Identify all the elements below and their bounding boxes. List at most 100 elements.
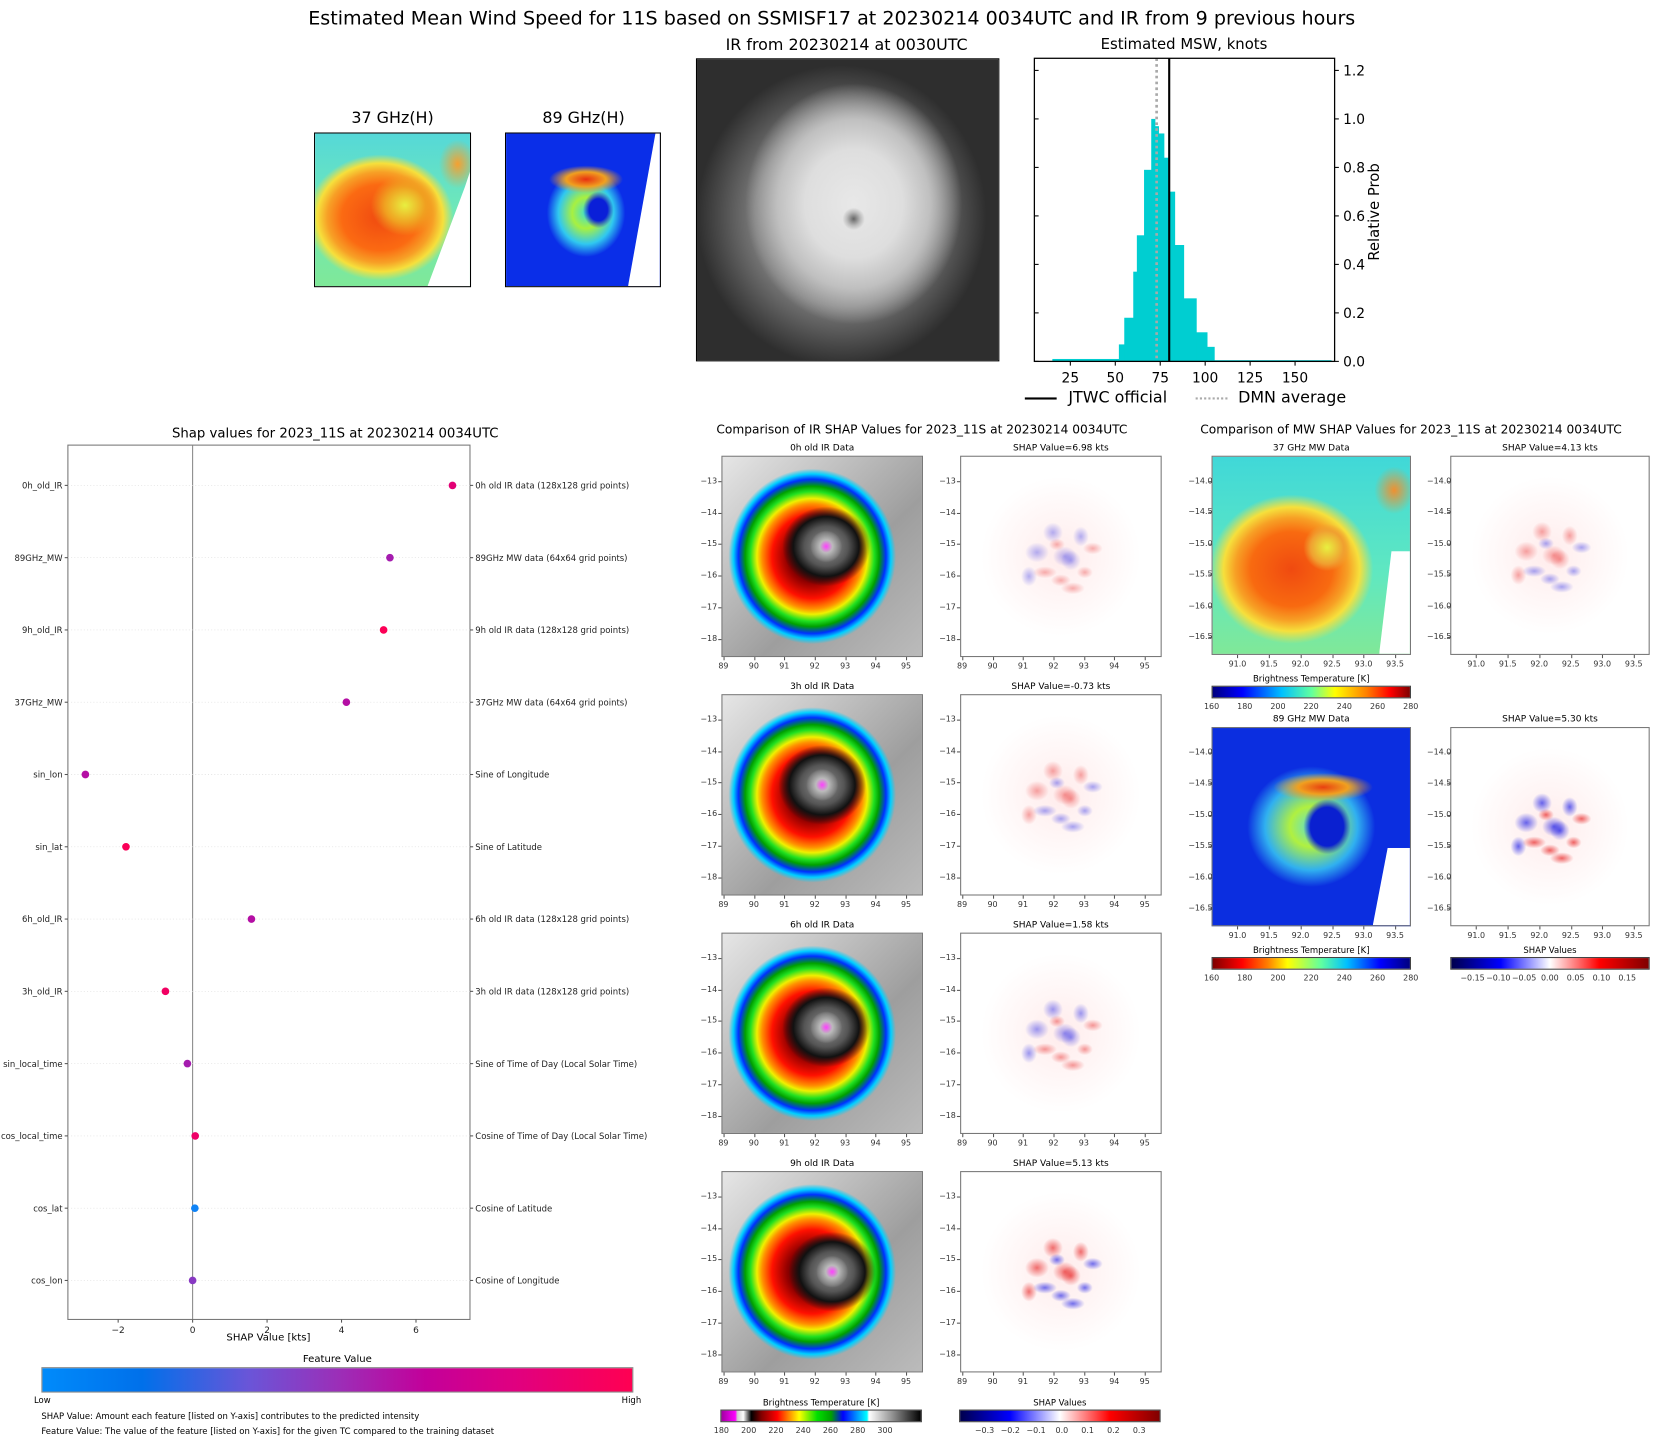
shap-point [386,553,394,562]
xtick-label: 92 [1048,661,1059,671]
xtick-label: 95 [1139,1138,1150,1148]
xtick-label: 89 [957,899,968,910]
legend-dmn-label: DMN average [1238,387,1347,407]
ytick-label: −16.5 [1188,903,1213,913]
xtick-label: 92.5 [1561,659,1580,669]
ytick-mark [1447,511,1451,513]
hist-bar [1169,191,1176,362]
ytick-label: −18 [939,1349,956,1359]
xtick-label: 89 [718,899,729,910]
ytick-label: −15.5 [1426,840,1452,851]
xtick-label: 92.5 [1323,659,1341,669]
xtick-mark [1507,654,1509,659]
mw37-bt-tick-label: 280 [1403,701,1419,712]
xtick-label: 95 [1139,899,1150,910]
xtick-mark [1395,926,1397,930]
ir-bt-tick-label: 180 [713,1425,730,1435]
xtick-mark [1144,895,1146,899]
mw89-bt-tick-label: 280 [1403,972,1419,983]
ytick-mark [956,575,961,577]
xtick-mark [1363,926,1365,930]
feature-description-label: Cosine of Time of Day (Local Solar Time) [475,1131,647,1141]
mw89-bt-tick-label: 160 [1203,972,1220,983]
xtick-label: 92.0 [1291,659,1310,669]
ytick-mark [718,1021,722,1023]
ir-panel-title: IR from 20230214 at 0030UTC [725,34,968,55]
xtick-label: 91 [779,1138,790,1148]
ytick-label: −14 [700,984,718,994]
ytick-mark [956,957,961,959]
ytick-label: −15 [939,1254,956,1264]
hist-xtick-label: 150 [1282,371,1308,387]
xtick-mark [962,1372,964,1376]
mw-shap-colorbar [1450,956,1650,970]
ytick-mark [1208,783,1212,785]
xtick-label: 89 [718,1138,729,1148]
xtick-label: 94 [870,1138,881,1148]
xtick-mark [992,1133,994,1138]
ytick-label: −15 [700,777,718,787]
hist-xtick-label: 100 [1192,371,1218,387]
xtick-label: 93 [840,899,851,910]
xtick-mark [1539,654,1541,659]
xtick-mark [875,657,877,661]
xtick-mark [1144,1133,1146,1138]
hist-ytick-label: 0.0 [1343,355,1365,371]
ytick-mark [718,544,722,546]
mw-data-heatmap [1211,727,1411,927]
ytick-mark [956,1227,961,1229]
ir-shap-heatmap [960,932,1162,1134]
ytick-label: −13 [700,952,718,963]
mw-shap-tick-label: 0.10 [1592,972,1611,983]
mw-data-heatmap [1211,455,1411,655]
hist-bar [1133,271,1138,362]
ytick-label: −16.5 [1188,631,1213,642]
ytick-label: −16 [939,1285,956,1296]
shap-point [448,481,457,490]
xtick-label: 92 [809,1376,820,1387]
xtick-mark [1633,926,1635,930]
ytick-label: −15.5 [1188,840,1213,851]
ytick-label: −14 [939,507,956,517]
xtick-label: 92 [809,1138,820,1148]
xtick-label: 89 [718,661,729,671]
feature-description-label: Cosine of Latitude [475,1203,552,1213]
ytick-mark [956,814,961,816]
ytick-mark [1208,605,1212,607]
xtick-mark [814,1372,816,1376]
xtick-label: 94 [870,899,881,910]
note-shap-value: SHAP Value: Amount each feature [listed … [41,1411,420,1422]
ytick-mark [956,845,961,847]
ytick-label: −15 [939,538,956,549]
hist-axes-frame [1033,57,1336,363]
xtick-label: 91.5 [1498,930,1517,941]
ytick-mark [1447,814,1451,816]
xtick-mark [906,1133,908,1138]
feature-value-colorbar [41,1367,634,1393]
hist-bar [1124,317,1134,362]
xtick-mark [962,895,964,899]
xtick-label: 91 [779,1376,790,1387]
ytick-mark [718,845,722,847]
xtick-label: 93 [840,661,851,671]
ytick-mark [956,1259,961,1261]
xtick-mark [1268,926,1271,930]
ytick-label: −18 [700,872,718,882]
hist-ytick-label: 0.8 [1343,161,1365,177]
mw89-bt-colorbar [1211,956,1411,970]
colorbar-high-label: High [621,1395,642,1406]
ytick-label: −16 [700,1285,718,1296]
xtick-mark [1083,1372,1085,1376]
msw-histogram-chart: 25 50 75 100 125 150 0.0 0.2 0.4 0.6 0.8 1.0 1.2 [1033,57,1365,387]
ytick-label: −16 [700,570,718,580]
shap-point [183,1059,192,1068]
ir-bt-tick-label: 260 [822,1425,839,1435]
xtick-label: 91.0 [1467,659,1486,669]
xtick-mark [814,1133,816,1138]
mw37-bt-colorbar-title: Brightness Temperature [K] [1252,674,1370,684]
xtick-mark [723,895,725,899]
ytick-mark [1447,908,1451,910]
hist-bar [1144,169,1152,362]
ytick-label: −18 [939,1110,956,1121]
